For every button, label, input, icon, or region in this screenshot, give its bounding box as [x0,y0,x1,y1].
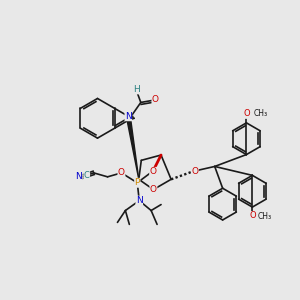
Polygon shape [126,116,139,179]
Text: CH₃: CH₃ [257,212,272,221]
Text: O: O [243,110,250,118]
Text: N: N [136,196,142,205]
Text: O: O [152,95,159,104]
Text: O: O [150,185,157,194]
Text: O: O [118,168,125,177]
Text: O: O [191,167,198,176]
Text: N: N [125,112,132,121]
Text: P: P [135,178,140,187]
Text: O: O [249,212,256,220]
Text: CH₃: CH₃ [253,110,268,118]
Text: N: N [75,172,82,181]
Text: C: C [84,171,90,180]
Text: H: H [133,85,140,94]
Text: O: O [150,167,157,176]
